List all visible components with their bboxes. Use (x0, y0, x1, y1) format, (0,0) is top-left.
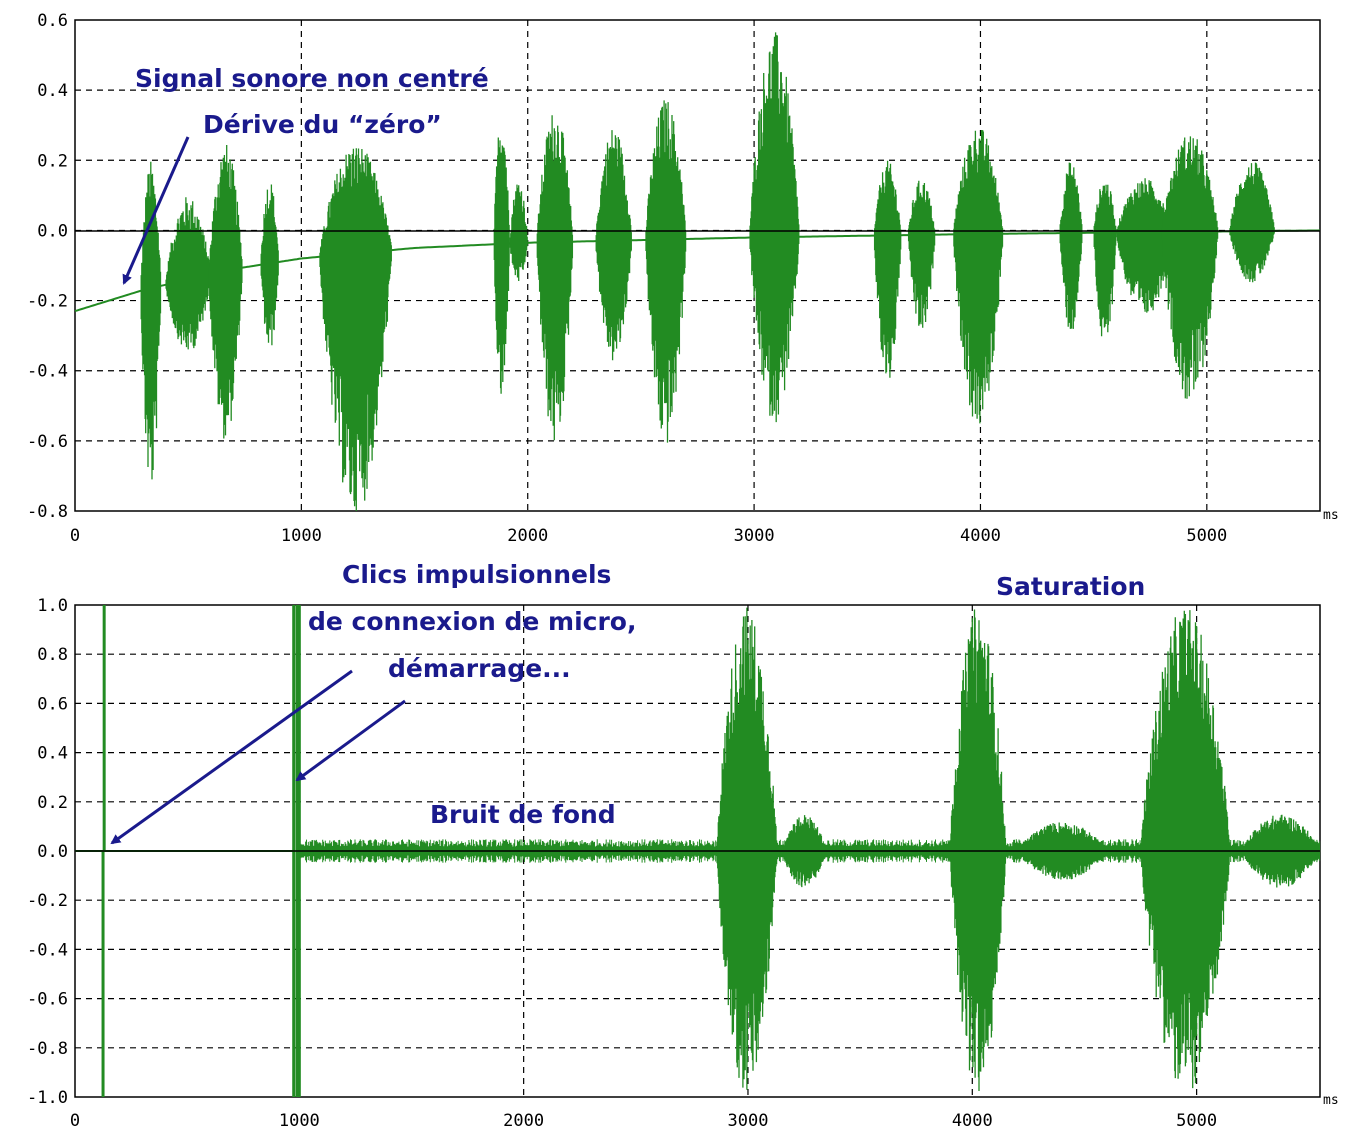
x-tick-label: 4000 (960, 526, 1001, 546)
y-tick-label: -0.2 (27, 891, 68, 911)
annotation-clics-line3: démarrage... (388, 654, 571, 683)
annotation-clics-line2: de connexion de micro, (308, 607, 636, 636)
y-tick-label: -0.8 (27, 502, 68, 522)
y-tick-label: 0.6 (37, 11, 68, 31)
y-tick-label: 0.4 (37, 81, 68, 101)
y-tick-label: -1.0 (27, 1088, 68, 1108)
y-tick-label: -0.6 (27, 432, 68, 452)
y-tick-label: 0.2 (37, 793, 68, 813)
annotation-saturation: Saturation (996, 572, 1145, 601)
signal-burst (260, 184, 279, 346)
y-tick-label: -0.4 (27, 362, 68, 382)
x-tick-label: 0 (70, 1111, 80, 1129)
signal-burst (493, 137, 510, 394)
annotation-derive-zero: Dérive du “zéro” (203, 110, 442, 139)
x-tick-label: 1000 (281, 526, 322, 546)
annotation-bruit-de-fond: Bruit de fond (430, 800, 616, 829)
x-tick-label: 3000 (734, 526, 775, 546)
signal-burst (645, 100, 687, 443)
signal-burst (907, 180, 936, 328)
bottom-x-unit: ms (1323, 1093, 1339, 1108)
y-tick-label: -0.6 (27, 990, 68, 1010)
x-tick-label: 5000 (1186, 526, 1227, 546)
y-tick-label: 0.4 (37, 744, 68, 764)
bottom-waveform-chart: 1.0 0.8 0.6 0.4 0.2 0.0 -0.2 -0.4 -0.6 -0.8 -1.00 1… (27, 596, 1339, 1129)
signal-burst (1059, 162, 1083, 329)
y-tick-label: -0.2 (27, 292, 68, 312)
top-x-unit: ms (1323, 508, 1339, 523)
annotation-clics-line1: Clics impulsionnels (342, 560, 611, 589)
y-tick-label: 0.2 (37, 151, 68, 171)
signal-burst (140, 161, 162, 480)
arrow-clic-2 (295, 699, 406, 782)
y-tick-label: 0.6 (37, 694, 68, 714)
y-tick-label: 0.0 (37, 221, 68, 241)
x-tick-label: 2000 (503, 1111, 544, 1129)
signal-burst (319, 148, 392, 511)
signal-burst (1161, 136, 1219, 399)
x-tick-label: 4000 (952, 1111, 993, 1129)
x-tick-label: 1000 (279, 1111, 320, 1129)
y-tick-label: -0.4 (27, 940, 68, 960)
signal-burst (509, 184, 528, 281)
signal-burst (595, 130, 632, 361)
signal-burst (165, 197, 211, 350)
x-tick-label: 0 (70, 526, 80, 546)
signal-burst (873, 160, 902, 378)
top-waveform-chart: 0.6 0.4 0.2 0.0 -0.2 -0.4 -0.6 -0.80 1000 2000 300… (27, 11, 1339, 546)
y-tick-label: 0.8 (37, 645, 68, 665)
x-tick-label: 3000 (727, 1111, 768, 1129)
arrow-clic-1 (110, 669, 353, 845)
y-tick-label: 0.0 (37, 842, 68, 862)
signal-burst (953, 130, 1004, 424)
arrow-derive-zero (122, 136, 190, 285)
x-tick-label: 5000 (1176, 1111, 1217, 1129)
top-tick-labels: 0.6 0.4 0.2 0.0 -0.2 -0.4 -0.6 -0.80 1000 2000 300… (27, 11, 1227, 546)
signal-burst (208, 145, 243, 439)
signal-burst (1093, 184, 1117, 337)
y-tick-label: -0.8 (27, 1039, 68, 1059)
signal-burst (536, 115, 574, 441)
x-tick-label: 2000 (507, 526, 548, 546)
annotation-signal-non-centre: Signal sonore non centré (135, 64, 489, 93)
bottom-tick-labels: 1.0 0.8 0.6 0.4 0.2 0.0 -0.2 -0.4 -0.6 -0.8 -1.00 1… (27, 596, 1217, 1129)
signal-burst (749, 32, 800, 423)
top-signal (74, 32, 1321, 511)
y-tick-label: 1.0 (37, 596, 68, 616)
